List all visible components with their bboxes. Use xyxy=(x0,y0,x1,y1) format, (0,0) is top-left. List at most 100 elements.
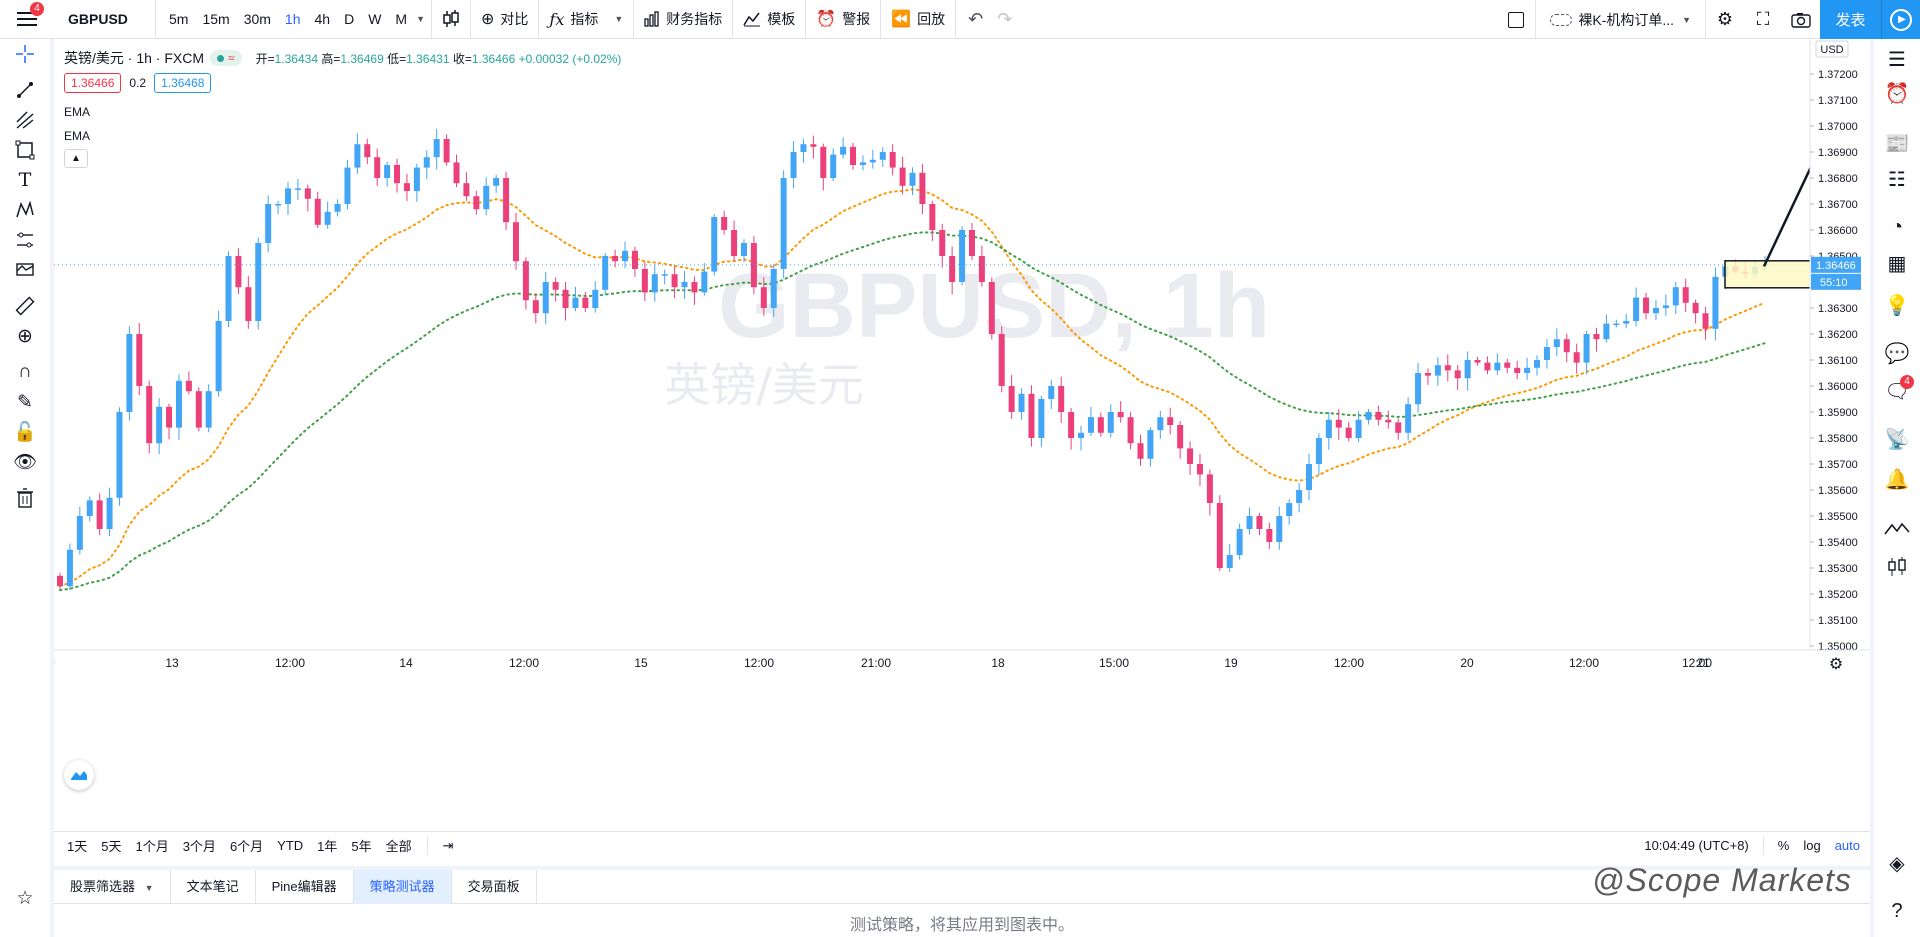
candle-body[interactable] xyxy=(582,297,589,308)
candle-body[interactable] xyxy=(284,188,291,204)
candle-body[interactable] xyxy=(681,282,688,288)
candle-body[interactable] xyxy=(473,196,480,210)
candle-body[interactable] xyxy=(1573,352,1580,363)
candle-body[interactable] xyxy=(750,243,757,288)
candle-body[interactable] xyxy=(1127,417,1134,444)
candle-body[interactable] xyxy=(879,152,886,160)
alerts-button[interactable]: ⏰ 警报 xyxy=(806,0,882,39)
candle-body[interactable] xyxy=(889,152,896,168)
candle-body[interactable] xyxy=(959,230,966,282)
candle-body[interactable] xyxy=(1206,474,1213,503)
candle-body[interactable] xyxy=(522,261,529,301)
market-status-pill[interactable]: ≈ xyxy=(210,50,242,66)
candle-body[interactable] xyxy=(770,269,777,308)
candle-body[interactable] xyxy=(1464,360,1471,379)
candle-body[interactable] xyxy=(324,211,331,225)
candle-body[interactable] xyxy=(1652,308,1659,314)
timeframe-5m[interactable]: 5m xyxy=(169,11,189,27)
candle-body[interactable] xyxy=(631,250,638,269)
candle-body[interactable] xyxy=(1444,365,1451,371)
candle-body[interactable] xyxy=(334,204,341,212)
candle-body[interactable] xyxy=(76,516,83,550)
candle-body[interactable] xyxy=(1633,297,1640,321)
chevron-down-icon[interactable]: ▼ xyxy=(614,14,624,24)
candle-body[interactable] xyxy=(1395,422,1402,433)
chart-pane[interactable]: GBPUSD, 1h 英镑/美元 1.37200 1.37100 1.37000 1.3… xyxy=(54,39,1870,835)
percent-scale-toggle[interactable]: % xyxy=(1777,838,1790,853)
candle-body[interactable] xyxy=(1117,412,1124,418)
candle-body[interactable] xyxy=(661,274,668,276)
snapshot-button[interactable] xyxy=(1782,0,1820,39)
templates-button[interactable]: 模板 xyxy=(733,0,807,39)
tab-pine-editor[interactable]: Pine编辑器 xyxy=(256,869,354,904)
candle-body[interactable] xyxy=(245,287,252,321)
range-1m[interactable]: 1个月 xyxy=(135,839,169,854)
clock-label[interactable]: 10:04:49 (UTC+8) xyxy=(1644,838,1749,853)
candle-body[interactable] xyxy=(760,287,767,308)
news-button[interactable]: 📰 xyxy=(1874,125,1920,161)
candle-body[interactable] xyxy=(731,230,738,256)
private-chats-button[interactable]: 🗨 4 xyxy=(1874,373,1920,409)
fib-tool[interactable] xyxy=(0,105,50,135)
candle-body[interactable] xyxy=(1355,419,1362,438)
candle-body[interactable] xyxy=(463,183,470,197)
candle-body[interactable] xyxy=(1524,367,1531,373)
candle-body[interactable] xyxy=(146,386,153,444)
candle-body[interactable] xyxy=(225,256,232,321)
candle-body[interactable] xyxy=(1712,276,1719,329)
candle-body[interactable] xyxy=(1504,362,1511,368)
candle-body[interactable] xyxy=(1365,412,1372,420)
favorites-tool[interactable]: ☆ xyxy=(0,883,50,913)
range-ytd[interactable]: YTD xyxy=(277,838,304,853)
candle-body[interactable] xyxy=(800,144,807,152)
candle-body[interactable] xyxy=(1583,334,1590,363)
candle-body[interactable] xyxy=(166,406,173,428)
candle-body[interactable] xyxy=(205,391,212,428)
compare-button[interactable]: ⊕ 对比 xyxy=(471,0,540,39)
candle-body[interactable] xyxy=(542,282,549,314)
candle-body[interactable] xyxy=(354,144,361,168)
candle-body[interactable] xyxy=(1415,373,1422,405)
candle-body[interactable] xyxy=(711,217,718,272)
play-button[interactable]: ▶ xyxy=(1882,0,1920,39)
candle-body[interactable] xyxy=(1216,503,1223,568)
alerts-panel-button[interactable]: ⏰ xyxy=(1874,75,1920,111)
hotlists-button[interactable]: ◔ xyxy=(1874,209,1920,245)
redo-icon[interactable]: ↷ xyxy=(997,8,1013,29)
candle-body[interactable] xyxy=(1246,516,1253,529)
crosshair-tool[interactable] xyxy=(0,39,50,69)
candle-body[interactable] xyxy=(1375,412,1382,420)
range-1d[interactable]: 1天 xyxy=(67,839,88,854)
candle-body[interactable] xyxy=(344,167,351,204)
buy-price-button[interactable]: 1.36468 xyxy=(154,73,212,93)
candle-body[interactable] xyxy=(810,144,817,147)
candle-body[interactable] xyxy=(988,282,995,334)
candle-body[interactable] xyxy=(701,271,708,293)
candle-body[interactable] xyxy=(185,380,192,392)
candle-body[interactable] xyxy=(612,256,619,262)
candle-body[interactable] xyxy=(691,282,698,293)
candle-body[interactable] xyxy=(503,178,510,223)
data-window-button[interactable]: ☷ xyxy=(1874,161,1920,197)
candle-body[interactable] xyxy=(443,139,450,163)
candle-body[interactable] xyxy=(869,159,876,163)
auto-scale-toggle[interactable]: auto xyxy=(1834,838,1860,853)
candle-body[interactable] xyxy=(1296,490,1303,503)
candle-body[interactable] xyxy=(939,230,946,256)
layers-button[interactable]: ◈ xyxy=(1874,845,1920,881)
candle-body[interactable] xyxy=(1068,412,1075,438)
candle-body[interactable] xyxy=(790,152,797,178)
candle-body[interactable] xyxy=(195,391,202,428)
timeframe-15m[interactable]: 15m xyxy=(202,11,230,27)
prediction-tool[interactable] xyxy=(0,225,50,255)
tab-trading-panel[interactable]: 交易面板 xyxy=(452,869,537,904)
chart-type-button[interactable] xyxy=(432,0,472,39)
chats-button[interactable]: 💬 xyxy=(1874,335,1920,371)
candle-body[interactable] xyxy=(1335,419,1342,428)
candle-body[interactable] xyxy=(919,172,926,204)
financials-button[interactable]: 财务指标 xyxy=(634,0,734,39)
candle-body[interactable] xyxy=(275,204,282,206)
candle-body[interactable] xyxy=(136,334,143,386)
candle-body[interactable] xyxy=(1672,287,1679,306)
candle-body[interactable] xyxy=(651,274,658,293)
